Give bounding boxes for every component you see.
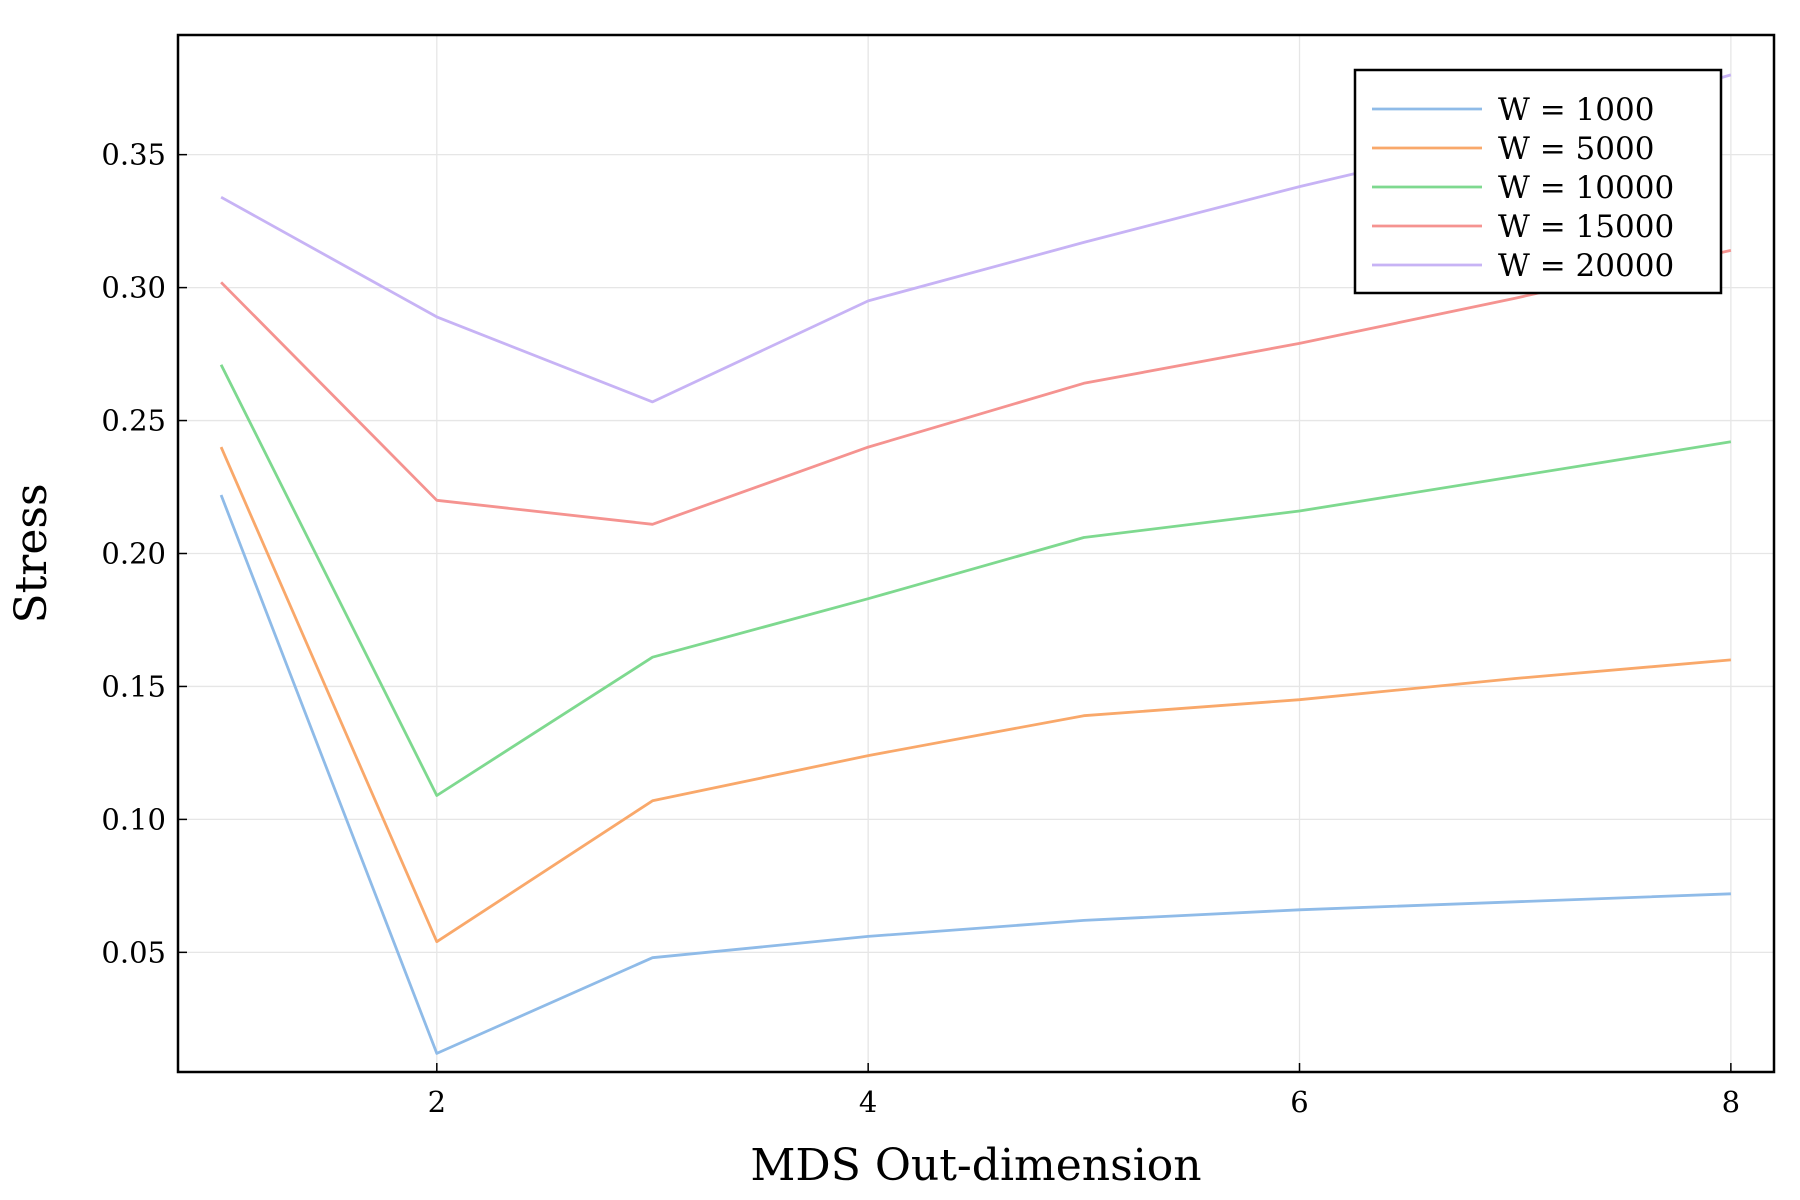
series-line-w-10000 <box>219 364 1732 797</box>
series-line-w-1000 <box>219 494 1731 1055</box>
axis-ticks <box>178 153 1732 1072</box>
series-line-w-15000 <box>220 249 1732 526</box>
x-tick-label: 6 <box>1290 1085 1308 1119</box>
y-tick-label: 0.20 <box>101 537 166 571</box>
x-tick-label: 4 <box>859 1085 877 1119</box>
y-tick-label: 0.15 <box>101 669 166 703</box>
legend-label: W = 1000 <box>1498 92 1654 128</box>
y-tick-label: 0.10 <box>101 802 166 836</box>
y-axis-title: Stress <box>6 483 57 623</box>
y-tick-label: 0.30 <box>101 271 166 305</box>
x-tick-label: 8 <box>1722 1085 1740 1119</box>
legend-label: W = 5000 <box>1498 131 1654 167</box>
y-tick-label: 0.25 <box>101 404 166 438</box>
series-line-w-5000 <box>219 446 1732 944</box>
legend-label: W = 20000 <box>1498 248 1674 284</box>
legend-label: W = 15000 <box>1498 209 1674 245</box>
legend-box <box>1353 68 1723 295</box>
y-tick-label: 0.35 <box>101 138 166 172</box>
y-tick-label: 0.05 <box>101 935 166 969</box>
x-axis-title: MDS Out-dimension <box>750 1140 1201 1191</box>
legend-label: W = 10000 <box>1498 170 1674 206</box>
tick-labels: 2 4 6 8 0.05 0.10 0.15 0.20 0.25 0.30 0.35 <box>101 138 1740 1119</box>
x-tick-label: 2 <box>428 1085 446 1119</box>
